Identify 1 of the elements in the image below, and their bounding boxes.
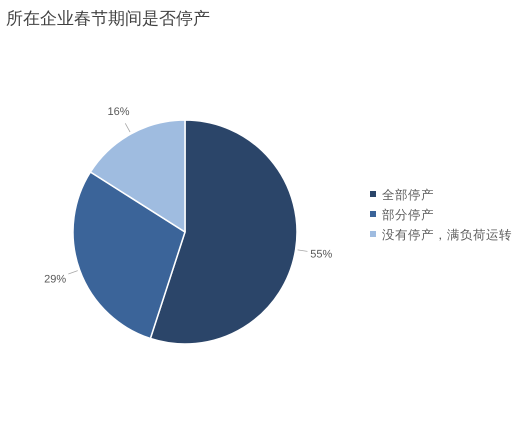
title: 所在企业春节期间是否停产 xyxy=(6,9,210,28)
